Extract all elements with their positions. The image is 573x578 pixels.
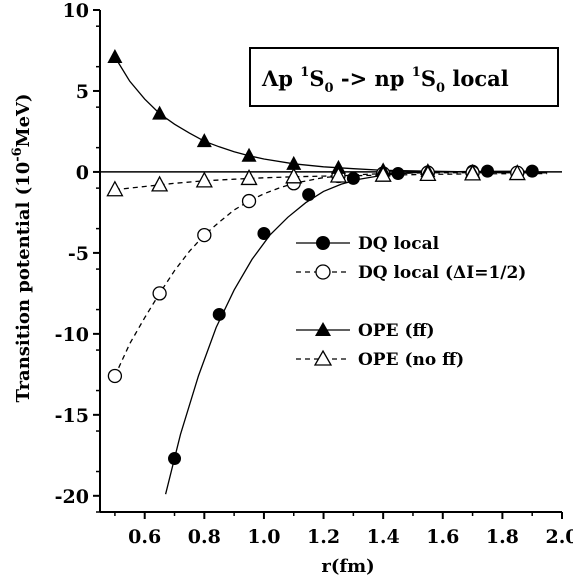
legend-label-ope-no-ff: OPE (no ff) [358, 350, 464, 370]
legend-label-dq-local: DQ local [358, 234, 440, 254]
x-axis-title: r(fm) [321, 556, 374, 577]
data-point-series-3 [463, 164, 482, 181]
data-point-series-0 [257, 226, 271, 240]
data-point-series-1 [152, 286, 167, 301]
y-tick-label: 0 [76, 162, 89, 184]
legend-label-ope-ff: OPE (ff) [358, 321, 435, 341]
y-axis-title-sup: -6 [10, 147, 25, 161]
data-point-series-3 [285, 167, 303, 184]
legend: DQ local DQ local (ΔI=1/2) OPE (ff) OPE … [296, 234, 526, 370]
series-markers [106, 48, 539, 466]
legend-item-ope-no-ff: OPE (no ff) [296, 349, 464, 370]
data-point-series-0 [525, 164, 539, 178]
series-curve-0 [164, 170, 533, 495]
data-point-series-0 [480, 164, 494, 178]
data-point-series-1 [241, 193, 257, 209]
y-tick-label: 10 [63, 0, 89, 22]
data-point-series-2 [241, 147, 257, 162]
data-point-series-0 [391, 167, 405, 181]
data-point-series-2 [196, 133, 212, 148]
legend-marker-dq-local-di [315, 264, 331, 280]
legend-item-dq-local-di: DQ local (ΔI=1/2) [296, 263, 526, 283]
x-tick-label: 2.0 [545, 526, 573, 548]
series-curve-3 [114, 172, 548, 191]
x-tick-label: 0.6 [128, 526, 161, 548]
title-sub-2: 0 [436, 81, 445, 96]
legend-item-dq-local: DQ local [296, 234, 440, 254]
data-point-series-3 [195, 171, 213, 188]
y-tick-label: -5 [68, 243, 89, 265]
legend-marker-ope-ff [315, 322, 331, 336]
y-axis-title-main: Transition potential (10 [13, 162, 34, 403]
data-point-series-3 [374, 165, 392, 182]
series-curve-1 [114, 172, 548, 377]
data-point-series-0 [212, 307, 226, 321]
data-point-series-0 [302, 188, 316, 202]
title-sub-1: 0 [325, 81, 334, 96]
title-arrow: -> np [334, 66, 412, 91]
data-point-series-3 [329, 166, 348, 183]
y-tick-label: -15 [55, 405, 89, 427]
data-point-series-3 [151, 175, 169, 192]
data-point-series-2 [107, 48, 123, 63]
title-sup-1: 1 [300, 65, 309, 80]
data-point-series-0 [168, 452, 182, 466]
x-tick-label: 1.8 [486, 526, 519, 548]
data-point-series-3 [106, 180, 124, 197]
y-tick-label: -10 [55, 324, 89, 346]
data-point-series-2 [286, 155, 302, 170]
title-sup-2: 1 [412, 65, 421, 80]
x-tick-label: 1.2 [307, 526, 340, 548]
legend-label-dq-local-di: DQ local (ΔI=1/2) [358, 263, 526, 283]
title-tail: local [445, 66, 509, 91]
legend-marker-dq-local [316, 236, 330, 250]
title-s-2: S [421, 66, 436, 91]
chart-title: Λp 1S0 -> np 1S0 local [261, 65, 509, 96]
x-tick-label: 1.4 [367, 526, 400, 548]
y-tick-label: 5 [76, 81, 89, 103]
title-main: Λp [261, 66, 300, 91]
data-point-series-0 [346, 171, 360, 185]
data-point-series-1 [197, 227, 212, 243]
data-point-series-3 [240, 169, 258, 186]
y-axis-title: Transition potential (10-6MeV) [10, 93, 34, 402]
y-tick-label: -20 [55, 486, 89, 508]
x-tick-label: 1.0 [247, 526, 280, 548]
data-point-series-1 [107, 368, 123, 384]
x-tick-label: 0.8 [188, 526, 221, 548]
data-point-series-3 [508, 164, 526, 181]
title-frame [249, 47, 559, 107]
title-s-1: S [309, 66, 324, 91]
x-tick-label: 1.6 [426, 526, 459, 548]
y-axis-title-unit: MeV) [13, 93, 34, 147]
legend-item-ope-ff: OPE (ff) [296, 321, 435, 341]
data-point-series-2 [152, 105, 168, 120]
title-box: Λp 1S0 -> np 1S0 local [249, 47, 559, 107]
data-point-series-3 [419, 164, 437, 182]
legend-marker-ope-no-ff [313, 349, 333, 366]
